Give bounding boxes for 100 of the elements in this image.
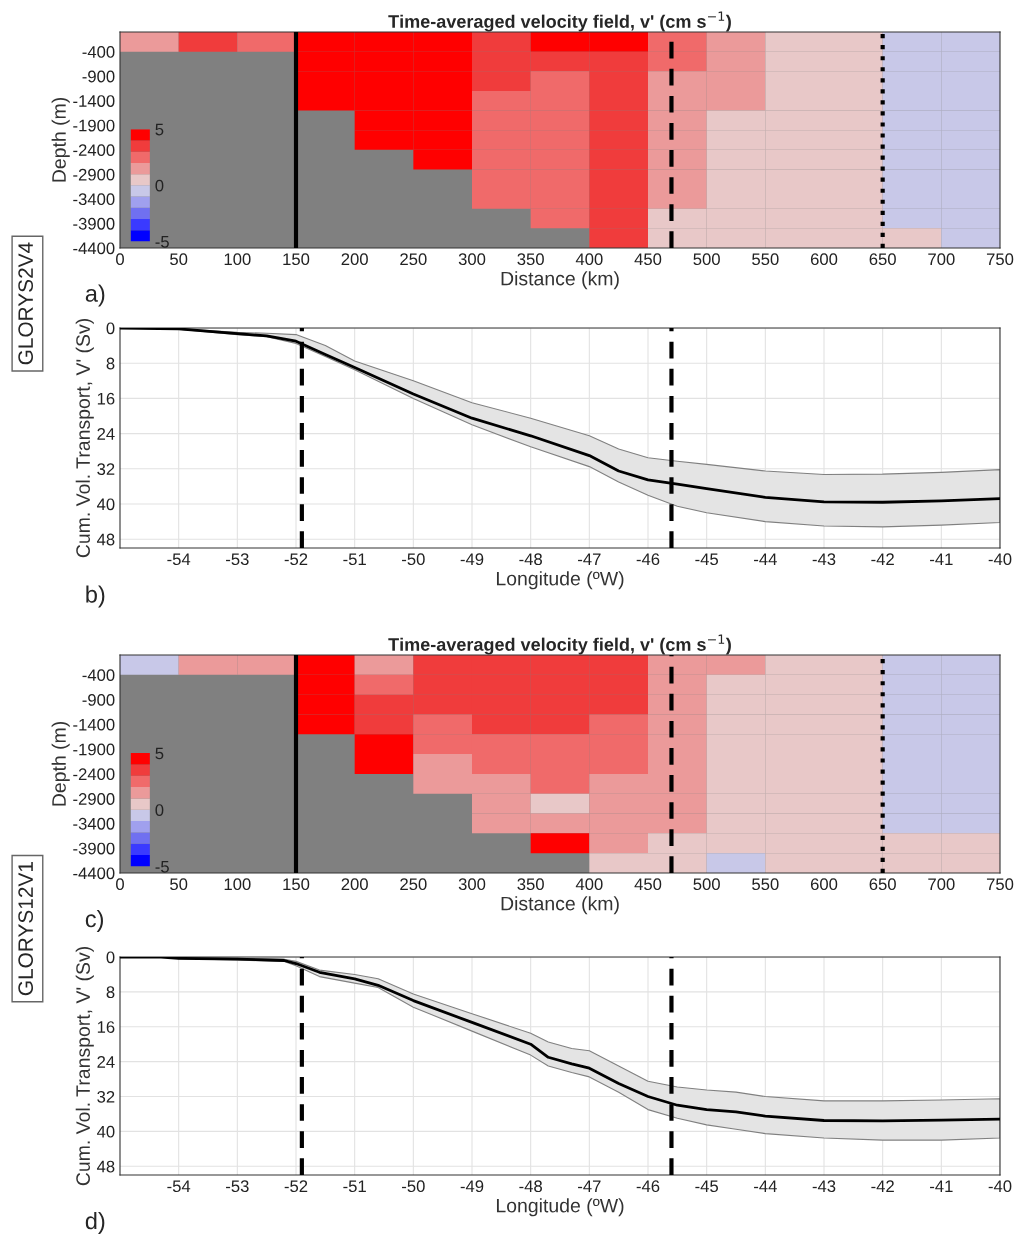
x-tick-label: -51 (343, 1180, 366, 1193)
text: a) (85, 284, 105, 307)
y-tick-label: -2400 (73, 768, 115, 781)
x-tick-label: -49 (460, 553, 484, 566)
x-tick-label: -44 (754, 553, 777, 565)
x-tick-label: 600 (810, 253, 838, 266)
y-tick-label: -2400 (73, 144, 115, 157)
x-tick-label: -53 (226, 1180, 249, 1193)
x-tick-label: 250 (400, 878, 427, 891)
color-bar-label: 0 (155, 179, 164, 192)
y-tick-label: 16 (97, 392, 115, 405)
y-tick-label: 40 (96, 498, 115, 511)
x-tick-label: 600 (810, 878, 838, 891)
y-tick-label: -400 (82, 46, 115, 58)
chart-title: Time-averaged velocity field, v' (cm s$^{−1}$) (388, 634, 731, 655)
x-tick-label: -52 (284, 1180, 308, 1193)
y-axis-title: Cum. Vol. Transport, V' (Sv) (75, 319, 94, 558)
x-tick-label: -53 (226, 553, 249, 566)
y-tick-label: 40 (96, 1125, 115, 1138)
x-tick-label: 400 (575, 253, 603, 266)
y-tick-label: -1400 (73, 95, 115, 107)
y-tick-label: -3400 (73, 193, 115, 206)
y-axis-title: Depth (m) (51, 97, 70, 182)
x-tick-label: -42 (871, 553, 894, 565)
y-tick-label: 32 (97, 463, 115, 475)
x-axis-title: Distance (km) (501, 896, 619, 915)
x-tick-label: -43 (812, 1180, 836, 1193)
y-tick-label: -3900 (73, 217, 115, 230)
text: GLORYS2V4 (18, 242, 34, 365)
x-tick-label: 150 (283, 878, 310, 891)
y-tick-label: -3900 (73, 842, 115, 855)
x-tick-label: -50 (402, 1180, 425, 1193)
x-tick-label: -48 (519, 1180, 542, 1193)
y-tick-label: 32 (97, 1090, 115, 1103)
x-tick-label: -46 (636, 1180, 660, 1193)
x-tick-label: 300 (458, 253, 486, 266)
x-tick-label: 550 (752, 253, 779, 266)
y-tick-label: -400 (82, 669, 115, 682)
y-tick-label: -900 (82, 70, 115, 83)
x-tick-label: 500 (693, 253, 720, 266)
x-tick-label: -40 (988, 553, 1012, 566)
text: c) (85, 909, 103, 932)
y-tick-label: 16 (97, 1021, 115, 1033)
x-axis-title: Longitude (ºW) (496, 571, 624, 590)
x-tick-label: 300 (458, 878, 486, 891)
y-tick-label: -4400 (73, 242, 115, 255)
y-tick-label: -3400 (73, 817, 115, 830)
x-tick-label: -54 (167, 553, 191, 566)
x-tick-label: 250 (400, 253, 427, 266)
x-tick-label: 750 (986, 253, 1014, 266)
x-tick-label: 100 (224, 253, 251, 266)
x-tick-label: 750 (986, 878, 1014, 891)
x-tick-label: -47 (578, 1180, 601, 1192)
y-tick-label: -4400 (73, 867, 115, 880)
x-tick-label: 450 (634, 878, 662, 891)
x-tick-label: -41 (930, 1180, 953, 1192)
x-tick-label: 350 (517, 253, 544, 266)
x-tick-label: -41 (930, 553, 953, 565)
x-tick-label: -44 (754, 1180, 777, 1192)
x-tick-label: -50 (402, 553, 425, 566)
color-bar-label: -5 (155, 861, 169, 873)
text: GLORYS12V1 (18, 862, 34, 996)
text: b) (86, 585, 105, 608)
x-tick-label: -49 (460, 1180, 484, 1193)
x-tick-label: 550 (752, 878, 779, 891)
y-tick-label: 0 (106, 951, 115, 964)
chart-title: Time-averaged velocity field, v' (cm s$^{−1}$) (388, 11, 731, 32)
x-tick-label: -45 (695, 1180, 719, 1193)
x-tick-label: -42 (871, 1180, 894, 1192)
y-tick-label: -1900 (73, 119, 115, 132)
x-axis-title: Distance (km) (501, 271, 619, 290)
x-tick-label: -40 (988, 1180, 1012, 1193)
x-tick-label: 650 (869, 878, 896, 891)
x-tick-label: 200 (341, 878, 368, 891)
x-tick-label: 650 (869, 253, 896, 266)
y-tick-label: -1900 (73, 743, 115, 756)
x-tick-label: 100 (224, 878, 251, 891)
x-tick-label: 0 (116, 878, 124, 891)
y-tick-label: 0 (106, 322, 115, 335)
y-axis-title: Cum. Vol. Transport, V' (Sv) (75, 947, 94, 1186)
x-tick-label: 150 (283, 253, 310, 266)
color-bar-label: 0 (155, 804, 164, 816)
x-tick-label: -48 (519, 553, 542, 566)
y-tick-label: 8 (106, 357, 115, 370)
y-tick-label: -2900 (73, 168, 115, 181)
x-tick-label: -51 (343, 553, 366, 566)
x-tick-label: -47 (578, 553, 601, 565)
x-tick-label: 50 (170, 253, 188, 266)
x-tick-label: 400 (575, 878, 603, 891)
y-axis-title: Depth (m) (51, 721, 70, 806)
color-bar-label: 5 (155, 747, 164, 760)
y-tick-label: 48 (96, 1160, 115, 1173)
y-tick-label: 8 (106, 986, 115, 999)
x-tick-label: 200 (341, 253, 368, 266)
x-tick-label: -46 (636, 553, 660, 566)
x-tick-label: 50 (170, 878, 188, 891)
x-tick-label: 350 (517, 878, 544, 891)
color-bar-label: -5 (155, 236, 169, 248)
x-tick-label: -52 (284, 553, 308, 566)
y-tick-label: -900 (82, 693, 115, 706)
